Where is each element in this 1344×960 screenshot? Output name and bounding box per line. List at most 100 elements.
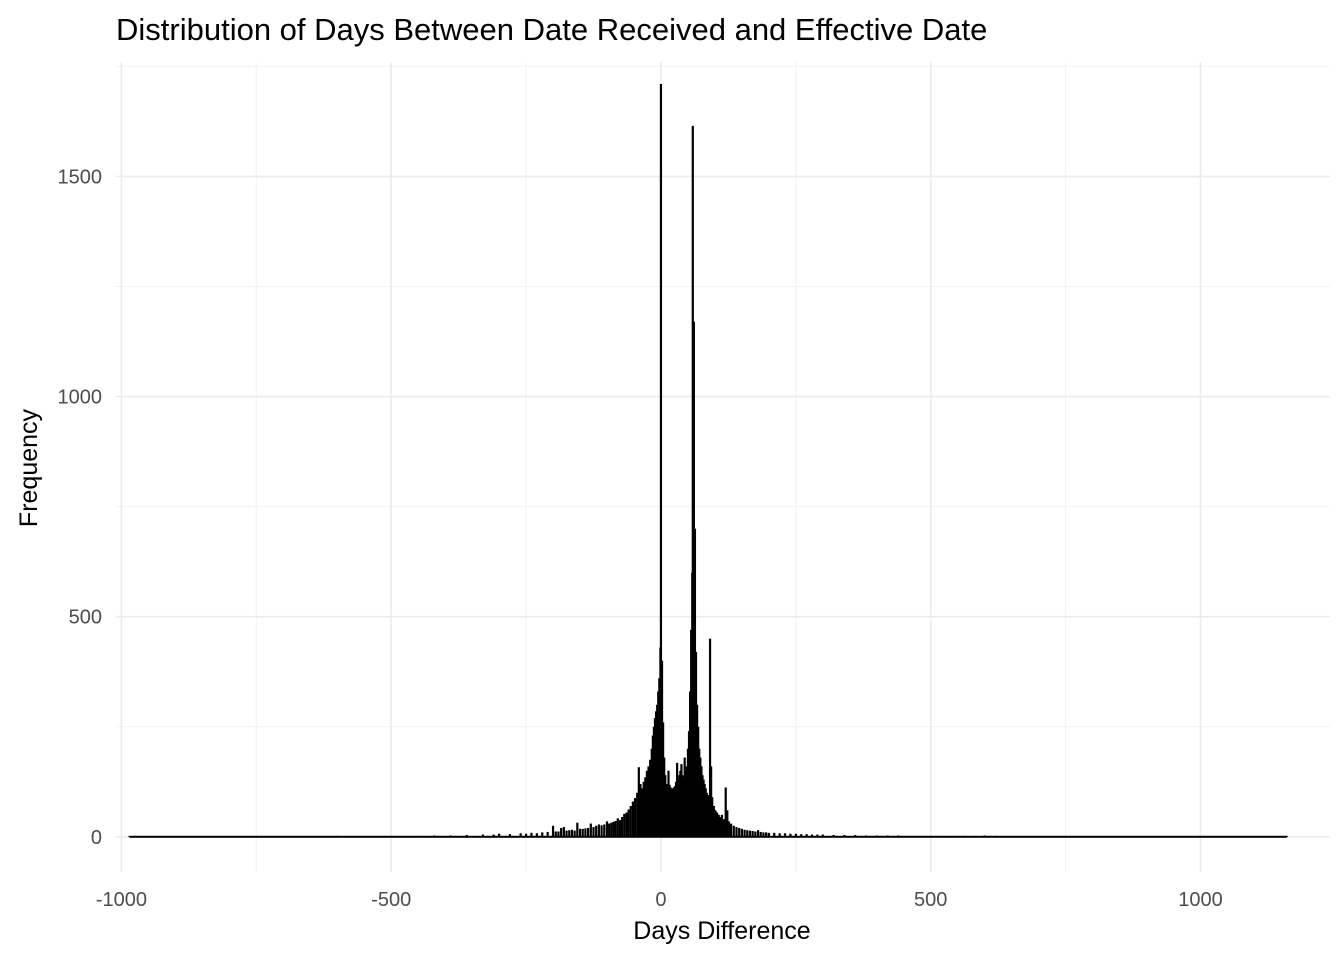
histogram-bar <box>623 813 626 837</box>
histogram-bar <box>743 829 746 837</box>
histogram-bar <box>492 834 495 837</box>
histogram-bar <box>722 819 726 837</box>
histogram-bar <box>1026 836 1029 838</box>
histogram-bar <box>754 831 757 837</box>
histogram-bar <box>597 824 601 837</box>
histogram-bar <box>535 833 538 837</box>
x-tick-label: -1000 <box>96 889 147 911</box>
histogram-bar <box>707 794 710 837</box>
histogram-bar <box>228 836 231 838</box>
histogram-bar <box>465 835 468 837</box>
histogram-bar <box>592 827 595 837</box>
histogram-bar <box>714 810 717 837</box>
histogram-bar <box>711 797 714 837</box>
histogram-bar <box>587 827 590 837</box>
histogram-bar <box>1118 836 1121 838</box>
histogram-bar <box>508 834 511 837</box>
histogram-bar <box>608 823 611 837</box>
histogram-bar <box>576 822 579 837</box>
x-tick-label: 500 <box>914 889 947 911</box>
histogram-bar <box>649 759 652 837</box>
histogram-bar <box>570 829 574 837</box>
histogram-bar <box>727 821 731 837</box>
histogram-bar <box>629 805 632 837</box>
histogram-bar <box>724 787 727 837</box>
y-tick-label: 1000 <box>58 387 103 409</box>
histogram-bar <box>481 834 484 837</box>
histogram-bar <box>1091 836 1094 838</box>
histogram-bar <box>1253 836 1256 838</box>
y-axis-title: Frequency <box>15 408 43 527</box>
histogram-bar <box>983 835 986 837</box>
histogram-bar <box>767 832 770 837</box>
y-tick-label: 0 <box>91 827 102 849</box>
histogram-bar <box>621 816 624 837</box>
histogram-bar <box>765 832 768 837</box>
histogram-bar <box>708 638 712 837</box>
histogram-bar <box>962 835 965 837</box>
histogram-bar <box>729 823 733 837</box>
histogram-bar <box>1005 836 1008 838</box>
histogram-bar <box>584 828 587 837</box>
histogram-bar <box>530 832 533 837</box>
histogram-bar <box>618 820 622 837</box>
histogram-bar <box>756 830 760 837</box>
histogram-bar <box>705 792 708 837</box>
histogram-bar <box>642 781 645 837</box>
histogram-bar <box>647 766 650 837</box>
histogram-bar <box>557 831 560 837</box>
histogram-bar <box>816 834 819 837</box>
histogram-bar <box>748 830 752 837</box>
histogram-bar <box>886 835 889 837</box>
histogram-bar <box>929 835 932 837</box>
histogram-bar <box>794 833 797 837</box>
y-axis-tick-labels: 0 500 1000 1500 <box>58 166 103 848</box>
histogram-bar <box>589 823 592 837</box>
histogram-bar <box>738 827 741 837</box>
x-tick-label: 0 <box>655 889 666 911</box>
histogram-bar <box>565 830 568 837</box>
histogram-bar <box>631 801 634 837</box>
histogram-bar <box>773 832 776 837</box>
histogram-bar <box>282 836 285 838</box>
histogram-bars <box>128 84 1288 838</box>
histogram-bar <box>1199 836 1202 838</box>
x-axis-tick-labels: -1000 -500 0 500 1000 <box>96 889 1223 911</box>
histogram-bar <box>832 835 835 837</box>
histogram-bar <box>551 825 555 837</box>
y-tick-label: 500 <box>69 607 102 629</box>
histogram-bar <box>720 814 724 837</box>
histogram-bar <box>864 835 868 837</box>
histogram-bar <box>762 832 765 837</box>
histogram-bar <box>390 835 393 837</box>
minor-gridlines <box>116 62 1330 872</box>
histogram-bar <box>1285 835 1288 837</box>
y-tick-label: 1500 <box>58 166 103 188</box>
histogram-bar <box>573 830 576 837</box>
histogram-bar <box>636 792 639 837</box>
histogram-bar <box>633 798 637 837</box>
histogram-bar <box>800 834 803 837</box>
chart-title: Distribution of Days Between Date Receiv… <box>116 12 987 47</box>
histogram-bar <box>715 812 719 837</box>
histogram-bar <box>568 830 571 837</box>
histogram-bar <box>875 835 878 837</box>
histogram-bar <box>940 835 943 837</box>
histogram-bar <box>625 812 628 837</box>
histogram-bar <box>616 818 619 837</box>
histogram-bar <box>843 835 846 837</box>
histogram-bar <box>972 835 975 837</box>
histogram-bar <box>314 836 317 838</box>
histogram-bar <box>726 810 729 837</box>
histogram-bar <box>740 828 743 837</box>
histogram-bar <box>854 835 857 837</box>
histogram-bar <box>659 84 663 837</box>
histogram-bar <box>805 834 808 837</box>
histogram-bar <box>1145 836 1148 838</box>
histogram-bar <box>759 831 762 837</box>
histogram-bar <box>789 833 792 837</box>
histogram-bar <box>717 814 720 837</box>
histogram-bar <box>560 827 563 837</box>
histogram-bar <box>610 822 613 837</box>
histogram-bar <box>541 832 544 837</box>
